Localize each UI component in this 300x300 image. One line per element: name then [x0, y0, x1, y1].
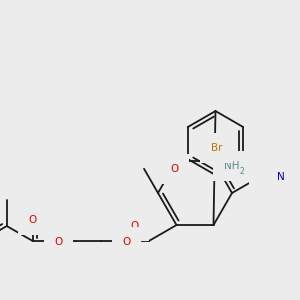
- Text: Br: Br: [211, 143, 222, 153]
- Text: NH: NH: [224, 161, 239, 171]
- Text: ≡: ≡: [268, 172, 276, 182]
- Text: O: O: [170, 164, 178, 174]
- Text: 2: 2: [239, 167, 244, 176]
- Text: O: O: [55, 237, 63, 247]
- Text: N: N: [278, 172, 285, 182]
- Text: O: O: [29, 215, 37, 225]
- Text: O: O: [131, 221, 139, 231]
- Text: O: O: [123, 237, 131, 247]
- Text: C: C: [260, 172, 267, 182]
